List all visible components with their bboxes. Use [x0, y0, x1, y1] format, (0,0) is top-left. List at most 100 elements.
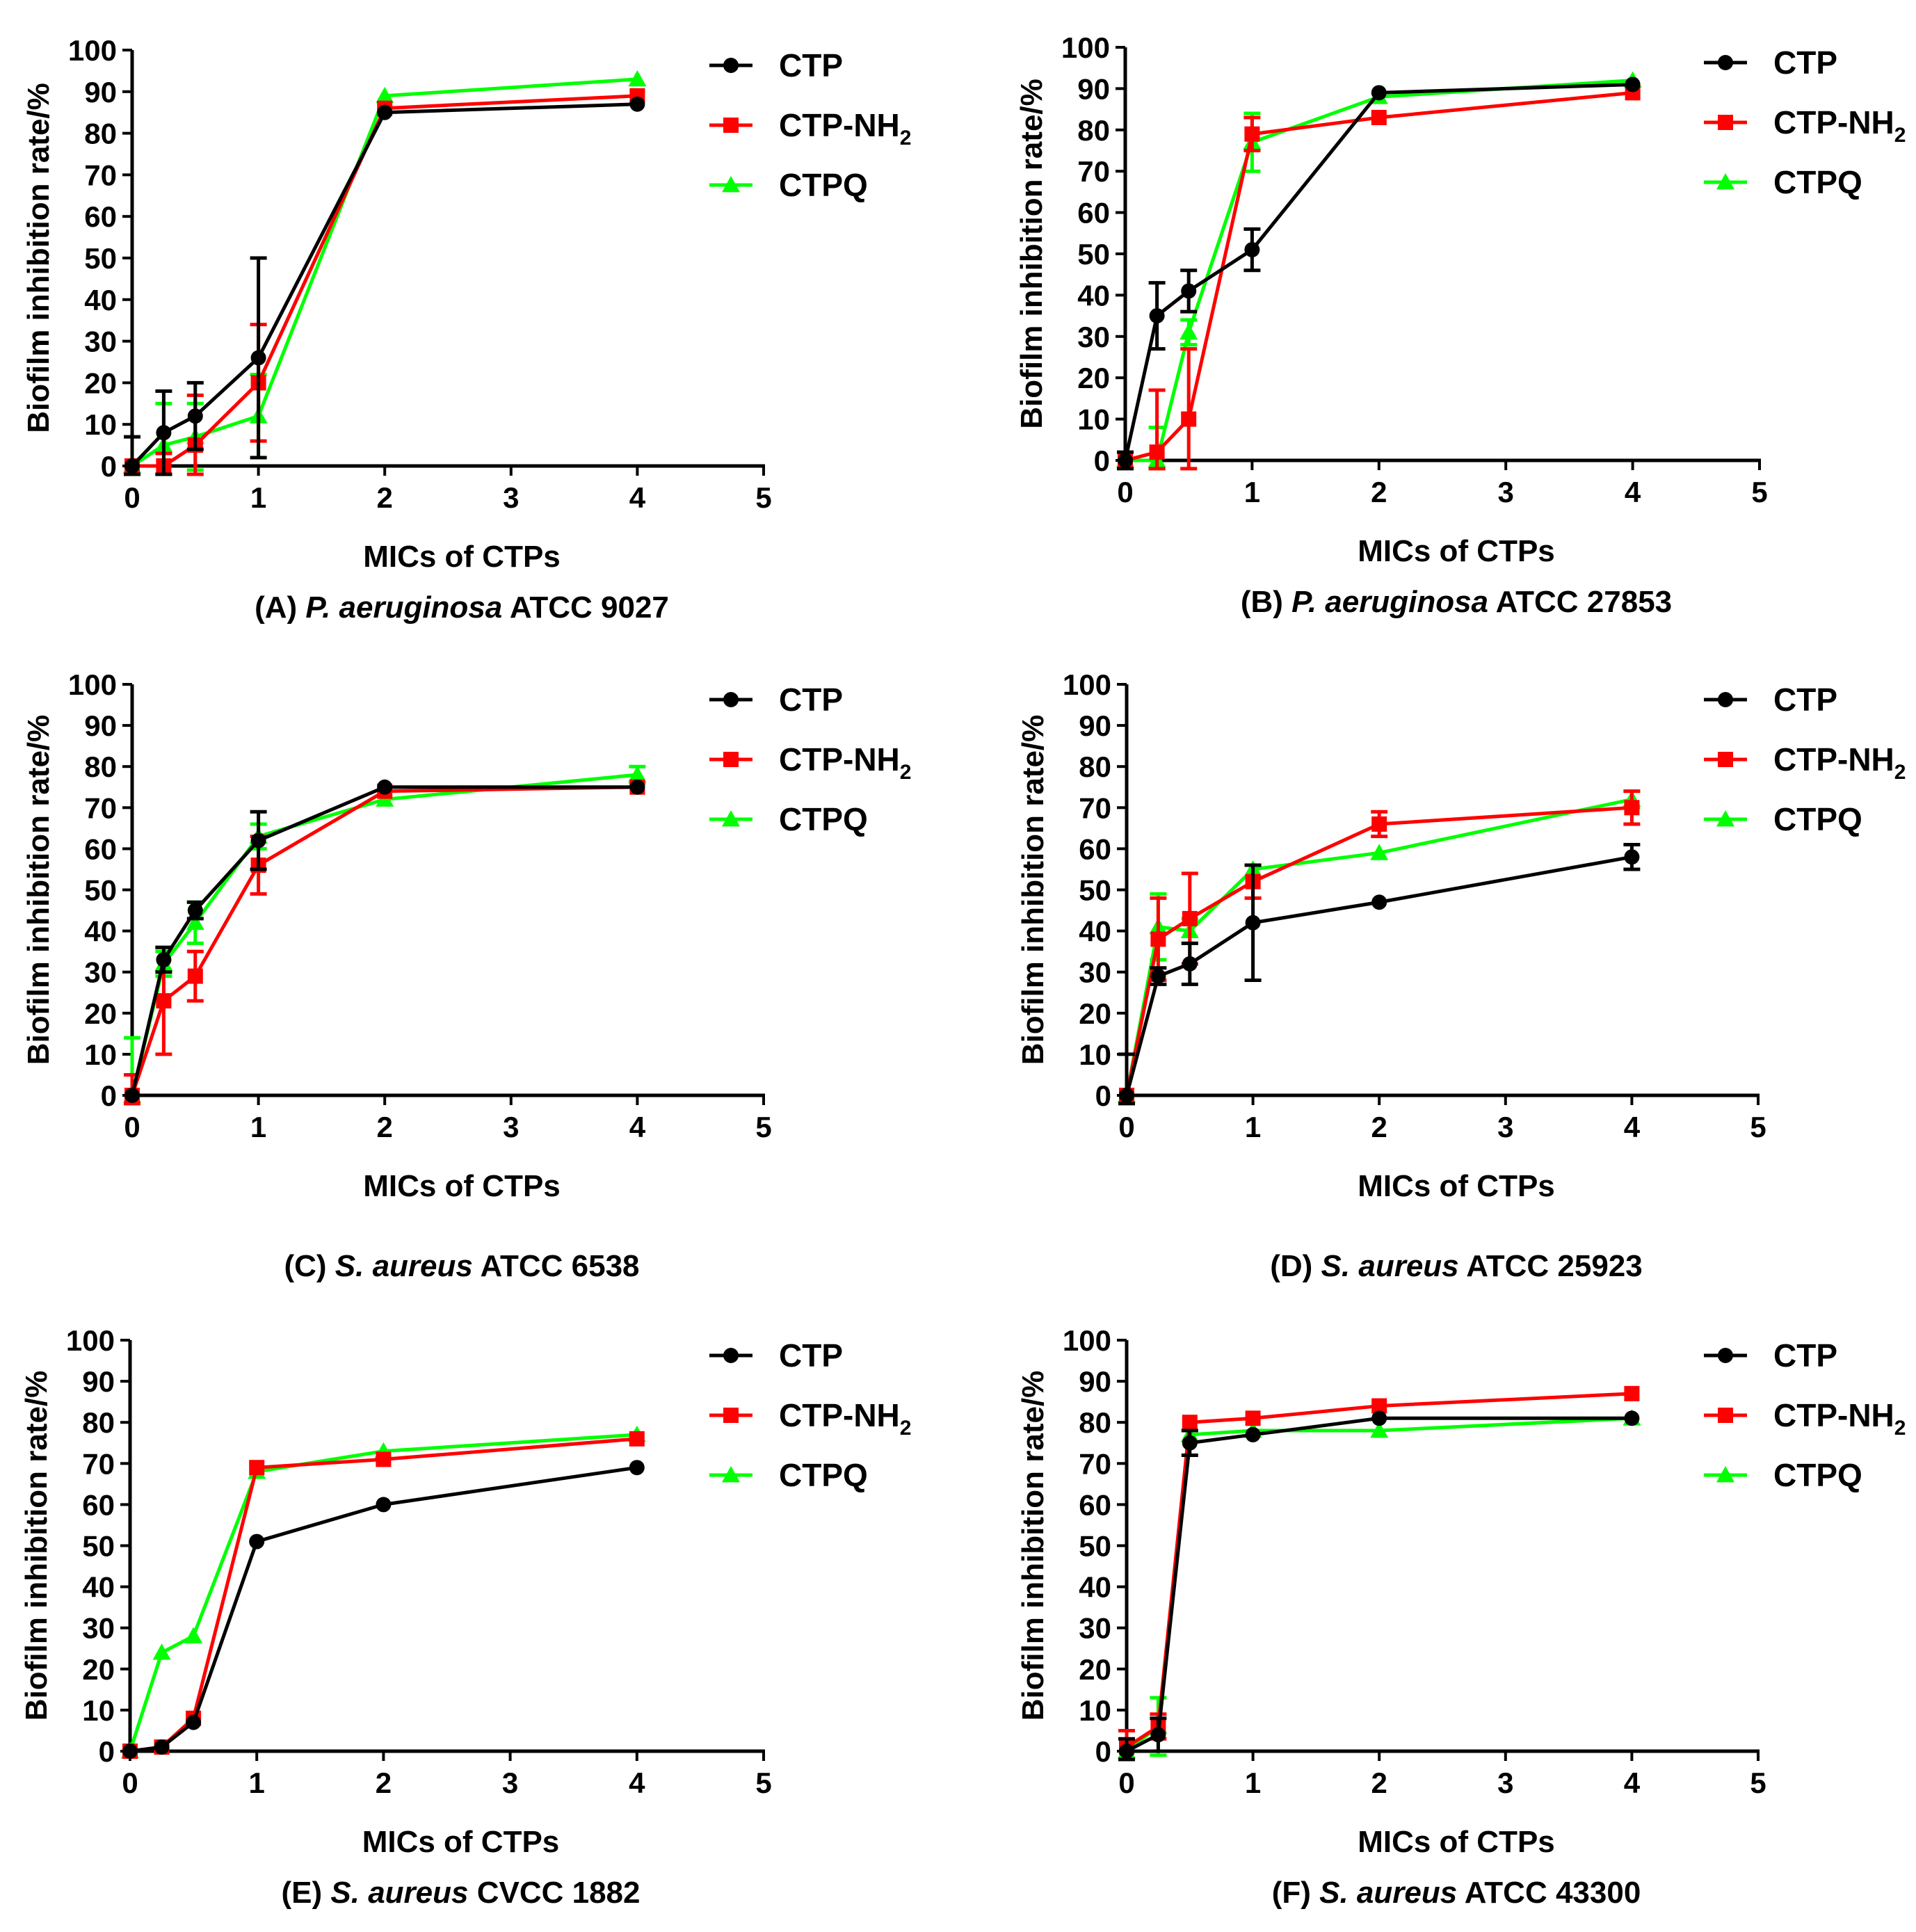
y-tick-label: 90 — [84, 76, 117, 108]
data-point — [1119, 1088, 1134, 1103]
series-ctp — [122, 1460, 645, 1759]
legend-label-text: CTP-NH — [779, 107, 900, 143]
y-tick-label: 90 — [1079, 709, 1111, 742]
y-tick-label: 20 — [82, 1653, 115, 1686]
legend-label: CTP — [779, 682, 843, 718]
y-tick-label: 90 — [1077, 72, 1110, 105]
caption-species: S. aureus — [1321, 1249, 1459, 1283]
data-point — [187, 968, 203, 984]
series-ctp-nh2 — [1118, 85, 1641, 471]
x-tick-label: 1 — [250, 481, 266, 514]
legend-label-text: CTP-NH — [1773, 741, 1894, 778]
data-point — [1245, 915, 1261, 931]
legend-label: CTPQ — [1773, 1457, 1862, 1493]
data-point — [629, 779, 645, 795]
legend-label-text: CTPQ — [779, 801, 868, 837]
legend-label: CTP — [1773, 45, 1837, 81]
data-point — [122, 1744, 138, 1759]
legend-marker — [1718, 752, 1733, 767]
chart-panel-a: 0 10 20 30 40 50 60 70 80 90 100 0 1 2 3 4 5 Biofilm inhi… — [22, 34, 911, 625]
y-tick-label: 20 — [1079, 1653, 1111, 1686]
data-point — [124, 458, 140, 474]
chart-panel-e: 0 10 20 30 40 50 60 70 80 90 100 0 1 2 3 4 5 Biofilm inhi… — [19, 1324, 911, 1910]
y-tick-label: 10 — [84, 408, 117, 441]
x-tick-label: 1 — [250, 1111, 266, 1143]
x-tick-label: 5 — [1750, 1766, 1766, 1799]
legend-label: CTP-NH2 — [779, 107, 911, 150]
data-point — [629, 96, 645, 112]
series-ctp — [124, 96, 645, 476]
legend-marker — [723, 752, 739, 767]
data-point — [628, 766, 647, 782]
data-point — [628, 70, 647, 87]
x-tick-label: 2 — [1371, 1766, 1387, 1799]
series-line — [130, 773, 638, 1096]
y-tick-label: 100 — [68, 668, 117, 701]
y-tick-label: 40 — [1077, 279, 1110, 312]
data-point — [1245, 1410, 1261, 1426]
legend-marker — [1716, 173, 1734, 190]
data-point — [1244, 126, 1260, 142]
legend-label-text: CTP-NH — [1773, 1397, 1894, 1433]
data-point — [156, 951, 172, 967]
legend-label-subscript: 2 — [900, 761, 912, 784]
legend-label-text: CTPQ — [779, 1457, 868, 1493]
x-axis-label: MICs of CTPs — [363, 540, 561, 574]
series-line — [1125, 1392, 1632, 1749]
data-point — [1244, 242, 1260, 258]
legend-label: CTP — [779, 47, 843, 83]
legend-label: CTP-NH2 — [1773, 741, 1906, 784]
legend-marker — [1718, 55, 1733, 70]
caption-label: (B) — [1241, 585, 1291, 619]
legend-marker — [1718, 692, 1733, 707]
series-line — [1125, 90, 1633, 462]
legend-label-subscript: 2 — [1894, 761, 1906, 784]
x-tick-label: 3 — [502, 1766, 518, 1799]
data-point — [1150, 931, 1166, 947]
legend-marker — [1718, 1348, 1733, 1363]
legend-marker — [723, 118, 739, 133]
x-tick-label: 3 — [1497, 1766, 1513, 1799]
x-tick-label: 1 — [249, 1766, 265, 1799]
legend-label-text: CTPQ — [1773, 1457, 1862, 1493]
y-tick-label: 80 — [84, 118, 117, 150]
data-point — [184, 1627, 203, 1643]
data-point — [1118, 453, 1133, 468]
x-tick-label: 4 — [1624, 1766, 1641, 1799]
legend-item-ctpq: CTPQ — [709, 801, 868, 837]
legend-marker — [1716, 810, 1734, 827]
data-point — [376, 1497, 392, 1513]
legend-label-text: CTP — [779, 1337, 843, 1374]
y-tick-label: 90 — [84, 709, 117, 742]
y-tick-label: 60 — [1079, 1488, 1111, 1521]
y-tick-label: 40 — [84, 284, 117, 316]
x-tick-label: 3 — [503, 481, 519, 514]
legend-item-ctp: CTP — [1704, 1337, 1837, 1374]
data-point — [1245, 1426, 1261, 1442]
y-tick-label: 50 — [84, 242, 117, 275]
caption-label: (D) — [1270, 1249, 1321, 1283]
legend-label: CTP-NH2 — [779, 1397, 911, 1440]
data-point — [187, 408, 203, 424]
series-ctp-nh2 — [124, 779, 645, 1106]
data-point — [1182, 1435, 1198, 1451]
y-tick-label: 40 — [1079, 915, 1111, 948]
caption-strain: CVCC 1882 — [468, 1876, 640, 1910]
data-point — [250, 832, 266, 848]
chart-panel-f: 0 10 20 30 40 50 60 70 80 90 100 0 1 2 3 4 5 Biofilm inhi… — [1016, 1324, 1906, 1910]
x-tick-label: 3 — [1498, 476, 1514, 508]
x-tick-label: 1 — [1244, 476, 1260, 508]
x-tick-label: 2 — [377, 481, 393, 514]
x-tick-label: 4 — [1625, 476, 1641, 508]
data-point — [1624, 1410, 1640, 1426]
data-point — [1182, 956, 1198, 972]
legend-label: CTP-NH2 — [1773, 1397, 1906, 1440]
data-point — [1624, 800, 1640, 816]
y-tick-label: 10 — [1079, 1694, 1111, 1727]
legend-label: CTPQ — [779, 167, 868, 203]
series-ctp — [124, 779, 645, 1103]
data-point — [152, 1643, 171, 1660]
y-tick-label: 50 — [1077, 238, 1110, 271]
legend-marker — [723, 58, 739, 73]
